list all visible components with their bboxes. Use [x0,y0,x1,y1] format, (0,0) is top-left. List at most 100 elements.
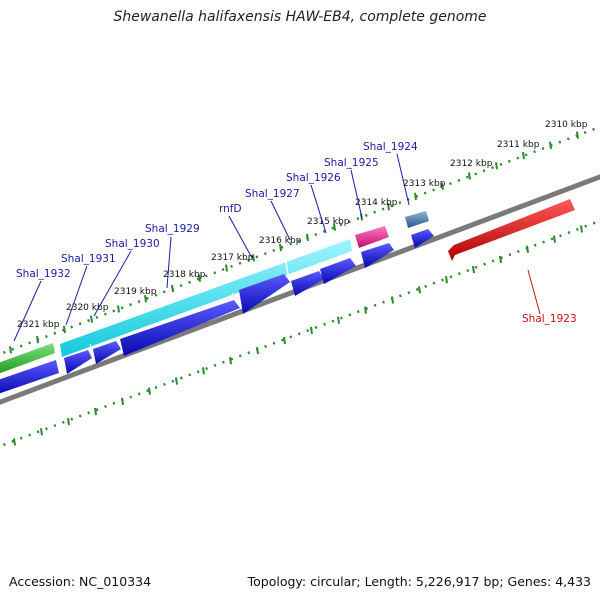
major-tick [364,306,367,314]
major-tick [499,255,502,264]
major-tick [522,151,525,160]
major-tick [175,377,178,385]
major-tick [202,367,205,375]
major-tick [576,131,579,139]
gene-leader-line [270,200,291,241]
major-tick [279,243,282,252]
inner-dotted-ring [0,219,600,448]
accession-text: Accession: NC_010334 [9,574,152,589]
gene-leader-line [350,169,363,219]
gene-block-shal-1932[interactable] [0,343,55,375]
cds-arrow[interactable] [320,258,356,284]
map-title: Shewanella halifaxensis HAW-EB4, complet… [113,9,487,25]
outer-dotted-ring [0,125,600,356]
major-tick [526,245,529,253]
gene-leader-line [228,215,253,259]
gene-label[interactable]: Shal_1925 [324,157,379,169]
kbp-tick-label: 2312 kbp [450,159,493,169]
cds-arrow[interactable] [0,360,59,395]
gene-leader-line [310,184,327,234]
cds-arrow[interactable] [93,341,121,364]
gene-leader-line [13,280,42,342]
kbp-tick-label: 2310 kbp [545,120,588,130]
cds-arrow[interactable] [120,300,240,356]
major-tick [40,428,43,436]
outer-tick-ring [0,125,600,356]
cyan-divider [285,261,289,276]
gene-block-shal-1925[interactable] [355,226,389,248]
cyan-divider [89,343,92,349]
cyan-divider [231,292,235,300]
cds-arrow[interactable] [239,274,290,314]
gene-label[interactable]: rnfD [219,203,242,215]
major-tick [414,192,417,201]
gene-block-shal-1924[interactable] [405,211,429,228]
major-tick [117,305,120,313]
major-tick [36,335,39,344]
kbp-tick-label: 2316 kbp [259,236,302,246]
major-tick [337,316,340,324]
major-tick [333,223,336,231]
major-tick [549,141,552,149]
kbp-tick-label: 2318 kbp [163,270,206,280]
gene-leader-line [65,265,88,326]
gene-label[interactable]: Shal_1924 [363,141,418,153]
gene-label[interactable]: Shal_1932 [16,268,71,280]
gene-label[interactable]: Shal_1931 [61,253,116,265]
kbp-tick-label: 2320 kbp [66,303,109,313]
gene-leader-line [396,153,410,206]
kbp-tick-label: 2321 kbp [17,320,60,330]
major-tick [252,254,255,262]
major-tick [229,357,232,365]
kbp-tick-label: 2315 kbp [307,217,350,227]
major-tick [472,265,475,274]
major-tick [580,225,583,233]
gene-label[interactable]: Shal_1930 [105,238,160,250]
kbp-tick-label: 2313 kbp [403,179,446,189]
gene-label[interactable]: Shal_1929 [145,223,200,235]
gene-label[interactable]: Shal_1927 [245,188,300,200]
major-tick [256,347,259,355]
gene-leader-line [527,269,541,315]
major-tick [94,407,97,416]
major-tick [310,326,313,335]
kbp-tick-labels: 2310 kbp 2311 kbp 2312 kbp 2313 kbp 2314 kbp… [17,120,588,330]
major-tick [225,264,228,272]
inner-tick-ring [0,219,600,448]
gene-label[interactable]: Shal_1923 [522,313,577,325]
major-tick [441,182,444,190]
cds-arrow[interactable] [361,243,394,268]
cds-arrow[interactable] [291,271,324,296]
genome-summary-text: Topology: circular; Length: 5,226,917 bp… [247,574,591,589]
major-tick [67,417,70,426]
forward-strand-features [0,211,429,375]
major-tick [9,346,12,354]
major-tick [144,295,147,303]
major-tick [468,172,471,180]
kbp-tick-label: 2317 kbp [211,253,254,263]
major-tick [171,284,174,293]
cds-track [0,229,434,395]
gene-label[interactable]: Shal_1926 [286,172,341,184]
kbp-tick-label: 2319 kbp [114,287,157,297]
major-tick [387,203,390,211]
gene-labels: Shal_1923 Shal_1924 Shal_1925 Shal_1926 Shal… [13,141,577,342]
major-tick [553,235,556,243]
major-tick [495,162,498,170]
major-tick [121,397,124,405]
major-tick [13,438,16,446]
kbp-tick-label: 2311 kbp [497,140,540,150]
major-tick [63,325,66,334]
gene-block-shal-1923[interactable] [448,199,575,261]
gene-block-cyan-operon[interactable] [60,239,352,357]
gene-leader-line [166,236,172,289]
major-tick [391,296,394,304]
major-tick [283,336,286,345]
major-tick [306,233,309,241]
cds-arrow[interactable] [64,350,92,374]
cds-arrow[interactable] [411,229,434,248]
major-tick [198,274,201,282]
gene-leader-line [93,250,132,317]
kbp-tick-label: 2314 kbp [355,198,398,208]
